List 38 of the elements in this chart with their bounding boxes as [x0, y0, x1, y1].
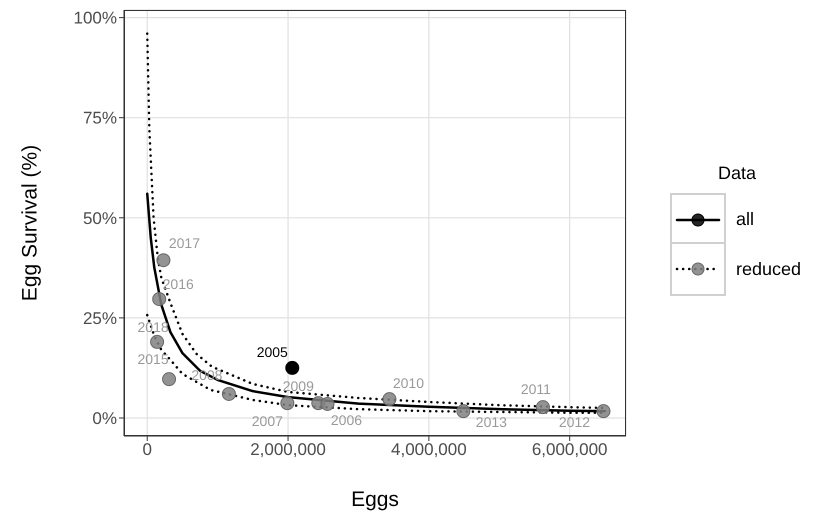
annotation: 2005	[256, 344, 288, 360]
annotation: 2007	[252, 413, 284, 430]
point	[152, 292, 166, 306]
legend-label: reduced	[736, 258, 802, 280]
annotation: 2006	[330, 412, 362, 428]
x-tick-label: 0	[142, 440, 152, 460]
point	[162, 372, 176, 386]
legend-title: Data	[718, 163, 758, 184]
x-tick-label: 6,000,000	[532, 440, 608, 460]
annotation: 2013	[476, 414, 508, 430]
x-tick-label: 2,000,000	[250, 440, 326, 460]
point	[156, 253, 170, 268]
x-axis-title: Eggs	[351, 488, 399, 511]
y-tick-label: 75%	[82, 108, 117, 128]
point	[536, 400, 550, 414]
point	[222, 386, 236, 401]
y-tick-label: 25%	[82, 308, 117, 328]
point	[150, 334, 164, 349]
point	[320, 396, 334, 411]
annotation: 2015	[137, 351, 169, 368]
point	[382, 392, 396, 406]
legend-label: all	[736, 208, 754, 230]
point	[596, 404, 610, 418]
y-tick-label: 100%	[74, 8, 117, 28]
annotation: 2009	[282, 378, 314, 394]
point	[456, 404, 470, 418]
annotation: 2017	[168, 235, 200, 252]
point	[280, 396, 294, 410]
annotation: 2010	[392, 375, 424, 392]
annotation: 2016	[162, 276, 194, 292]
y-tick-label: 50%	[82, 208, 117, 228]
x-tick-label: 4,000,000	[391, 440, 467, 460]
point	[285, 360, 300, 375]
annotation: 2011	[520, 381, 552, 398]
y-tick-label: 0%	[92, 409, 117, 428]
annotation: 2018	[138, 318, 169, 335]
y-axis-title: Egg Survival (%)	[18, 144, 42, 302]
annotation: 2012	[558, 414, 590, 430]
